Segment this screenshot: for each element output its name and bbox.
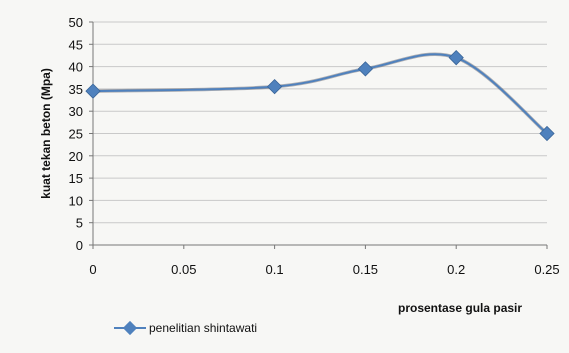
y-tick-label: 30 [69,104,83,119]
x-tick-label: 0.05 [171,262,196,277]
legend: penelitian shintawati [114,320,257,336]
x-axis-title: prosentase gula pasir [398,301,522,315]
gridlines [93,21,547,224]
series-layer [85,50,555,142]
y-tick-label: 45 [69,37,83,52]
legend-label: penelitian shintawati [149,321,257,335]
y-tick-label: 20 [69,149,83,164]
y-axis-title: kuat tekan beton (Mpa) [39,68,53,199]
data-point [266,79,283,95]
y-tick-label: 0 [76,238,83,253]
series-line-shadow [92,52,549,135]
y-tick-label: 35 [69,82,83,97]
x-tick-label: 0.25 [534,262,559,277]
data-point [85,83,101,99]
data-point [448,50,464,66]
x-tick-label: 0.2 [447,262,465,277]
data-point [539,125,555,142]
legend-marker [122,320,138,336]
series-line [92,53,548,135]
x-tick-label: 0 [89,262,96,277]
y-tick-label: 15 [69,171,83,186]
x-tick-label: 0.1 [266,262,284,277]
y-tick-label: 25 [69,127,83,142]
x-tick-labels: 0 0.05 0.1 0.15 0.2 0.25 [89,245,560,277]
y-tick-label: 40 [69,60,83,75]
y-tick-labels: 0 5 10 15 20 25 30 35 40 45 50 [69,15,93,253]
y-tick-label: 10 [69,193,83,208]
y-tick-label: 50 [69,15,83,30]
data-point [357,61,374,77]
x-tick-label: 0.15 [353,262,378,277]
y-tick-label: 5 [76,216,83,231]
